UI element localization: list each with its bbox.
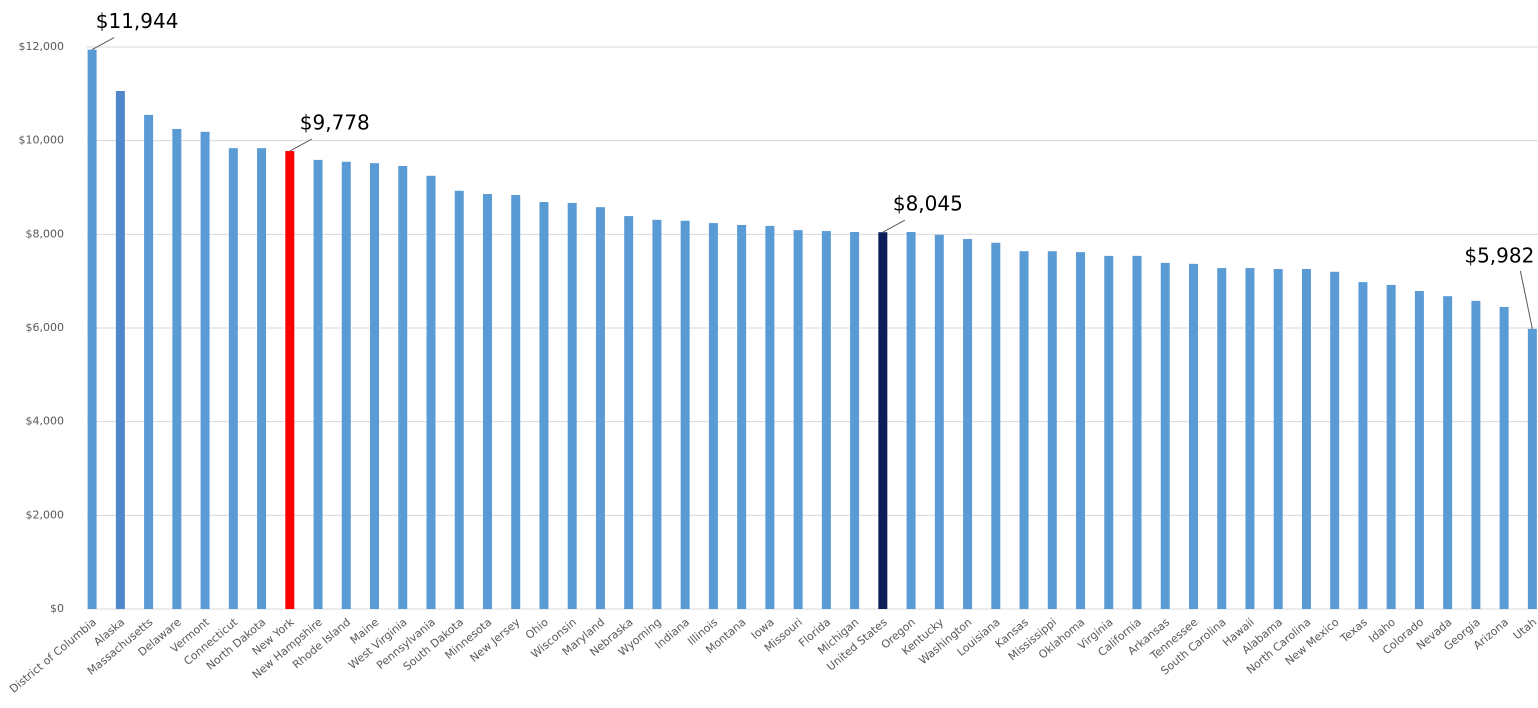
y-tick-label: $6,000 bbox=[26, 321, 65, 334]
bar bbox=[1330, 271, 1340, 609]
bar bbox=[511, 194, 521, 609]
bar bbox=[1188, 263, 1198, 609]
bar bbox=[652, 219, 662, 609]
y-tick-label: $8,000 bbox=[26, 227, 65, 240]
bar bbox=[1217, 268, 1227, 609]
bar bbox=[906, 231, 916, 609]
bar bbox=[595, 207, 605, 610]
bar bbox=[850, 231, 860, 609]
bar bbox=[737, 224, 747, 609]
bar bbox=[1414, 291, 1424, 609]
bar bbox=[482, 194, 492, 609]
bar bbox=[821, 231, 831, 609]
bar bbox=[1386, 284, 1396, 609]
bar bbox=[1019, 251, 1029, 609]
bar bbox=[991, 242, 1001, 609]
bar bbox=[793, 230, 803, 609]
y-tick-label: $12,000 bbox=[19, 40, 65, 53]
bar bbox=[1301, 268, 1311, 609]
bar bbox=[878, 232, 888, 609]
data-label: $11,944 bbox=[96, 9, 179, 33]
bar bbox=[1471, 300, 1481, 609]
bar bbox=[1273, 268, 1283, 609]
x-tick-label: Utah bbox=[1511, 616, 1538, 643]
bar bbox=[341, 161, 351, 609]
bar bbox=[426, 175, 436, 609]
bar bbox=[539, 202, 549, 610]
bar bbox=[1132, 255, 1142, 610]
leader-line bbox=[882, 219, 906, 233]
bar bbox=[1245, 268, 1255, 609]
bar bbox=[257, 148, 267, 609]
bar bbox=[1160, 262, 1170, 609]
bar bbox=[567, 202, 577, 609]
bar bbox=[200, 131, 210, 610]
bar bbox=[454, 190, 464, 610]
bar bbox=[398, 165, 408, 609]
data-label: $8,045 bbox=[893, 192, 963, 216]
data-label: $9,778 bbox=[300, 111, 370, 135]
bar bbox=[680, 220, 690, 610]
leader-line bbox=[91, 37, 115, 51]
bar bbox=[1499, 306, 1509, 609]
y-tick-label: $0 bbox=[50, 602, 64, 615]
bar bbox=[228, 148, 238, 609]
bar bbox=[963, 239, 973, 609]
x-tick-label: Texas bbox=[1337, 615, 1370, 645]
bar bbox=[624, 216, 634, 609]
bar bbox=[172, 128, 182, 610]
y-tick-label: $4,000 bbox=[26, 415, 65, 428]
bar bbox=[115, 91, 125, 610]
leader-line bbox=[289, 138, 313, 152]
y-tick-label: $10,000 bbox=[19, 134, 65, 147]
bar bbox=[1443, 296, 1453, 609]
bar bbox=[144, 114, 154, 610]
x-tick-label: District of Columbia bbox=[7, 616, 99, 696]
bar bbox=[708, 223, 718, 610]
bar bbox=[1076, 252, 1086, 609]
bar bbox=[765, 225, 775, 610]
bar bbox=[1047, 251, 1057, 609]
data-label: $5,982 bbox=[1464, 243, 1534, 267]
y-tick-label: $2,000 bbox=[26, 508, 65, 521]
bar bbox=[1358, 282, 1368, 609]
bar bbox=[313, 159, 323, 609]
bar bbox=[1104, 255, 1114, 610]
bar bbox=[87, 49, 97, 609]
bar bbox=[934, 234, 944, 609]
bar bbox=[1527, 328, 1537, 609]
bar bbox=[370, 163, 380, 609]
bar bbox=[285, 151, 295, 609]
leader-line bbox=[1519, 270, 1533, 329]
